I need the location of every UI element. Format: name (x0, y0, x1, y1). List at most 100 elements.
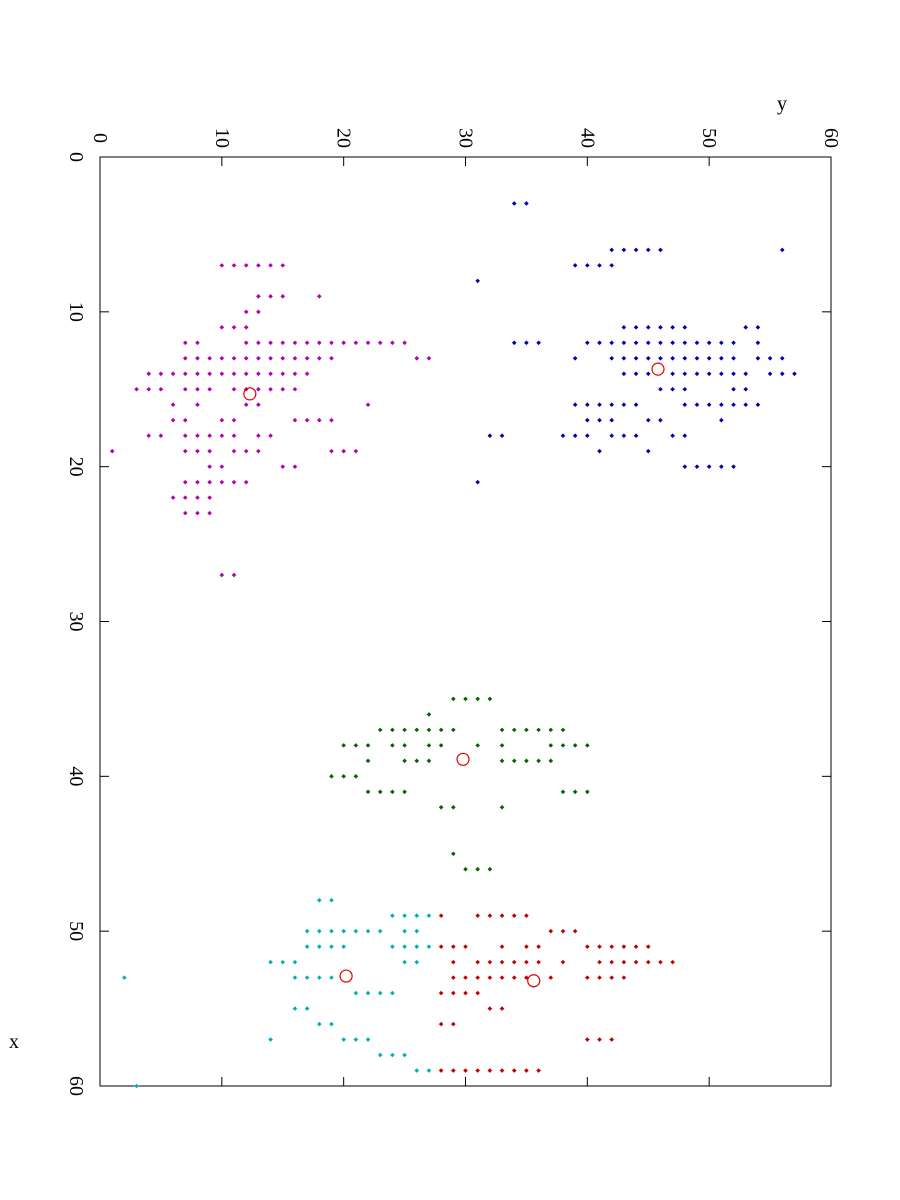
blue-point-13 (621, 325, 627, 330)
blue-point-3 (621, 247, 627, 253)
magenta-point-21 (292, 340, 298, 346)
red-point-31 (621, 959, 627, 965)
green-point-16 (548, 727, 554, 733)
magenta-point-51 (207, 371, 212, 377)
cyan-point-7 (317, 928, 322, 934)
blue-point-72 (585, 402, 590, 408)
series-green (329, 696, 590, 872)
magenta-point-109 (195, 479, 200, 485)
magenta-point-84 (329, 417, 334, 423)
x-tick-label-5: 50 (65, 921, 87, 941)
magenta-point-117 (207, 495, 212, 500)
magenta-point-41 (304, 355, 310, 361)
cyan-point-40 (329, 1021, 334, 1027)
cyan-point-43 (353, 1037, 359, 1042)
centroid-point-4 (527, 974, 541, 988)
magenta-point-49 (182, 371, 188, 377)
magenta-point-36 (243, 355, 249, 361)
magenta-point-120 (207, 510, 212, 516)
magenta-point-4 (268, 263, 273, 268)
red-point-12 (499, 944, 505, 949)
green-point-34 (426, 758, 432, 764)
magenta-point-46 (146, 371, 152, 377)
red-point-29 (597, 959, 602, 965)
blue-point-83 (755, 402, 761, 408)
blue-point-41 (633, 355, 639, 361)
red-point-0 (438, 913, 444, 918)
red-point-62 (475, 1068, 480, 1073)
blue-point-52 (779, 355, 785, 361)
green-point-17 (560, 727, 566, 733)
red-point-8 (572, 928, 578, 934)
blue-point-46 (694, 355, 700, 361)
red-point-43 (548, 975, 554, 980)
blue-point-31 (670, 340, 675, 346)
blue-point-11 (609, 263, 614, 268)
x-axis-label: x (9, 1031, 19, 1053)
y-tick-label-5: 50 (698, 128, 720, 148)
blue-point-35 (719, 340, 724, 346)
magenta-point-110 (207, 479, 212, 485)
cyan-point-42 (341, 1037, 346, 1042)
magenta-point-61 (146, 386, 152, 392)
magenta-point-3 (256, 263, 261, 268)
green-point-3 (487, 696, 493, 702)
green-point-20 (365, 743, 371, 748)
axis-tick-labels: 0 10 20 30 40 50 60 0 10 20 30 40 50 60 (65, 128, 842, 1096)
data-marks (109, 201, 797, 1089)
magenta-point-47 (158, 371, 164, 377)
blue-point-43 (658, 355, 663, 361)
cyan-point-48 (414, 1068, 420, 1073)
blue-point-37 (755, 340, 761, 346)
green-point-25 (475, 743, 480, 748)
red-point-63 (487, 1068, 493, 1073)
x-tick-label-3: 30 (65, 612, 87, 632)
blue-point-76 (633, 402, 639, 408)
magenta-point-30 (402, 340, 407, 346)
blue-point-5 (645, 247, 651, 253)
red-point-30 (609, 959, 614, 965)
magenta-point-74 (243, 402, 249, 408)
green-point-46 (402, 789, 407, 795)
cyan-point-4 (414, 913, 420, 918)
blue-point-69 (731, 386, 736, 392)
magenta-point-57 (280, 371, 286, 377)
green-point-36 (511, 758, 517, 764)
blue-point-87 (645, 417, 651, 423)
magenta-point-71 (292, 386, 298, 392)
blue-point-47 (706, 355, 712, 361)
red-point-10 (451, 944, 456, 949)
magenta-point-35 (231, 355, 237, 361)
blue-point-102 (682, 464, 688, 469)
magenta-point-37 (256, 355, 261, 361)
green-point-7 (402, 727, 407, 733)
cyan-point-13 (402, 928, 407, 934)
green-point-1 (463, 696, 468, 702)
blue-point-38 (572, 355, 578, 361)
blue-point-9 (585, 263, 590, 268)
green-point-23 (426, 743, 432, 748)
green-point-0 (451, 696, 456, 702)
magenta-point-50 (195, 371, 200, 377)
blue-point-28 (633, 340, 639, 346)
magenta-point-104 (207, 464, 212, 469)
green-point-56 (487, 866, 493, 872)
cyan-point-9 (341, 928, 346, 934)
magenta-point-86 (158, 433, 164, 438)
red-point-38 (475, 975, 480, 980)
green-point-35 (499, 758, 505, 764)
red-point-60 (451, 1068, 456, 1073)
cyan-point-26 (402, 959, 407, 965)
magenta-point-98 (231, 448, 237, 454)
cyan-point-38 (304, 1006, 310, 1011)
magenta-point-122 (231, 572, 237, 578)
y-tick-label-3: 30 (455, 128, 477, 148)
red-point-25 (511, 959, 517, 965)
cyan-point-1 (329, 897, 334, 903)
blue-point-78 (694, 402, 700, 408)
blue-point-95 (609, 433, 614, 438)
blue-point-15 (645, 325, 651, 330)
green-point-32 (402, 758, 407, 764)
blue-point-96 (621, 433, 627, 438)
magenta-point-45 (426, 355, 432, 361)
